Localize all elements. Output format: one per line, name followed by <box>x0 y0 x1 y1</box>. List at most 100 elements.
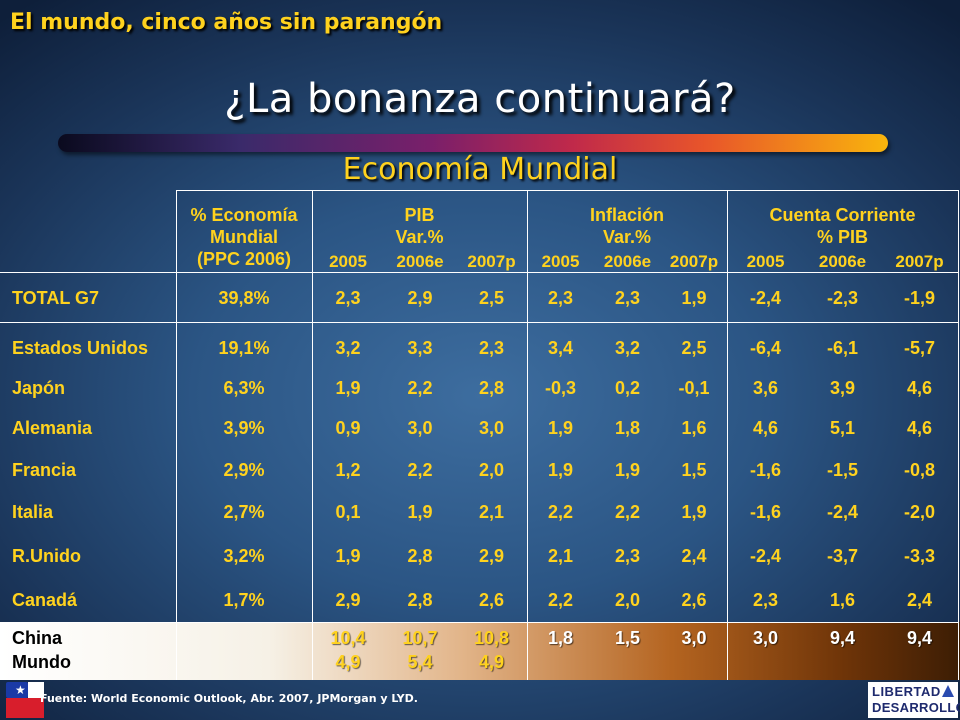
cc-cell: -2,3 <box>826 288 859 308</box>
inf-cell: 3,2 <box>614 338 641 358</box>
inf-cell: 1,5 <box>681 460 707 480</box>
flag-blue-field: ★ <box>6 682 28 698</box>
pib-cell: 5,4 <box>407 652 433 672</box>
cc-cell: -6,4 <box>749 338 782 358</box>
header-line: (PPC 2006) <box>196 249 292 269</box>
pib-cell: 2,3 <box>478 338 505 358</box>
inf-cell: -0,3 <box>544 378 577 398</box>
year-header: 2006e <box>818 252 867 271</box>
year-header: 2007p <box>669 252 719 271</box>
cc-cell: -1,6 <box>749 502 782 522</box>
pib-cell: 2,2 <box>407 460 433 480</box>
inf-cell: 1,5 <box>614 628 641 648</box>
pib-cell: 2,2 <box>407 378 433 398</box>
cc-cell: 2,3 <box>752 590 779 610</box>
cc-cell: 1,6 <box>829 590 856 610</box>
cc-cell: -1,6 <box>749 460 782 480</box>
star-icon: ★ <box>15 683 26 697</box>
inf-cell: 1,6 <box>681 418 707 438</box>
cc-cell: -3,3 <box>903 546 936 566</box>
cc-cell: -3,7 <box>826 546 859 566</box>
header-pib: PIB Var.% <box>312 204 527 248</box>
pib-cell: 10,4 <box>330 628 366 648</box>
year-header: 2006e <box>603 252 652 271</box>
inf-cell: 1,9 <box>681 288 707 308</box>
cc-cell: 9,4 <box>829 628 856 648</box>
title-underline-bar <box>58 134 888 152</box>
header-inflacion: Inflación Var.% <box>527 204 727 248</box>
pib-cell: 0,1 <box>335 502 361 522</box>
inf-cell: 2,1 <box>547 546 574 566</box>
country-label: Francia <box>12 460 77 480</box>
inf-cell: 3,0 <box>681 628 707 648</box>
header-line: PIB <box>404 205 435 225</box>
inf-cell: -0,1 <box>678 378 710 398</box>
pib-cell: 3,3 <box>407 338 433 358</box>
pib-cell: 2,5 <box>478 288 505 308</box>
col-rule <box>958 190 959 680</box>
inf-cell: 2,2 <box>547 590 574 610</box>
logo-mark-icon <box>942 685 954 697</box>
share-cell: 2,9% <box>223 460 265 480</box>
header-cuenta: Cuenta Corriente % PIB <box>727 204 958 248</box>
page-title: ¿La bonanza continuará? <box>224 76 736 122</box>
logo-text-line2: DESARROLLO <box>872 700 960 715</box>
col-rule <box>176 190 177 680</box>
economy-table: % Economía Mundial (PPC 2006) PIB Var.% … <box>0 190 960 680</box>
cc-cell: -1,5 <box>826 460 859 480</box>
pib-cell: 10,7 <box>402 628 438 648</box>
inf-cell: 2,5 <box>681 338 707 358</box>
share-cell: 2,7% <box>223 502 265 522</box>
pib-cell: 10,8 <box>473 628 510 648</box>
country-label: China <box>12 628 63 648</box>
row-rule <box>0 322 958 323</box>
source-note: Fuente: World Economic Outlook, Abr. 200… <box>40 692 418 705</box>
cc-cell: 3,9 <box>829 378 856 398</box>
cc-cell: -0,8 <box>903 460 936 480</box>
cc-cell: -6,1 <box>826 338 859 358</box>
inf-cell: 2,3 <box>614 288 641 308</box>
row-rule <box>176 190 958 191</box>
header-line: Var.% <box>395 227 444 247</box>
share-cell: 6,3% <box>223 378 265 398</box>
country-label: R.Unido <box>12 546 81 566</box>
inf-cell: 2,3 <box>614 546 641 566</box>
year-header: 2006e <box>396 252 444 271</box>
pib-cell: 4,9 <box>335 652 361 672</box>
cc-cell: 3,0 <box>752 628 779 648</box>
country-label: Alemania <box>12 418 93 438</box>
col-rule <box>727 190 728 680</box>
country-label: Italia <box>12 502 54 522</box>
cc-cell: -2,4 <box>749 546 782 566</box>
inf-cell: 2,3 <box>547 288 574 308</box>
inf-cell: 1,9 <box>547 418 574 438</box>
year-header: 2005 <box>746 252 785 271</box>
cc-cell: -5,7 <box>903 338 936 358</box>
inf-cell: 1,8 <box>614 418 641 438</box>
china-mundo-highlight <box>0 622 960 680</box>
pib-cell: 2,9 <box>407 288 433 308</box>
flag-white-field <box>28 682 44 698</box>
cc-cell: 2,4 <box>906 590 933 610</box>
pib-cell: 2,8 <box>478 378 505 398</box>
chile-flag-logo: ★ <box>2 680 46 720</box>
country-label: Japón <box>12 378 66 398</box>
country-label: Estados Unidos <box>12 338 149 358</box>
share-cell: 1,7% <box>223 590 265 610</box>
header-line: % PIB <box>816 227 868 247</box>
year-header: 2005 <box>329 252 367 271</box>
country-label: Mundo <box>12 652 71 672</box>
pib-cell: 2,3 <box>335 288 361 308</box>
inf-cell: 2,2 <box>547 502 574 522</box>
cc-cell: 5,1 <box>829 418 856 438</box>
col-rule <box>312 190 313 680</box>
inf-cell: 1,9 <box>681 502 707 522</box>
pib-cell: 2,0 <box>478 460 505 480</box>
year-header: 2007p <box>895 252 944 271</box>
country-label: Canadá <box>12 590 78 610</box>
pib-cell: 2,1 <box>478 502 505 522</box>
inf-cell: 1,9 <box>614 460 641 480</box>
cc-cell: -1,9 <box>903 288 936 308</box>
inf-cell: 2,2 <box>614 502 641 522</box>
pib-cell: 3,2 <box>335 338 361 358</box>
